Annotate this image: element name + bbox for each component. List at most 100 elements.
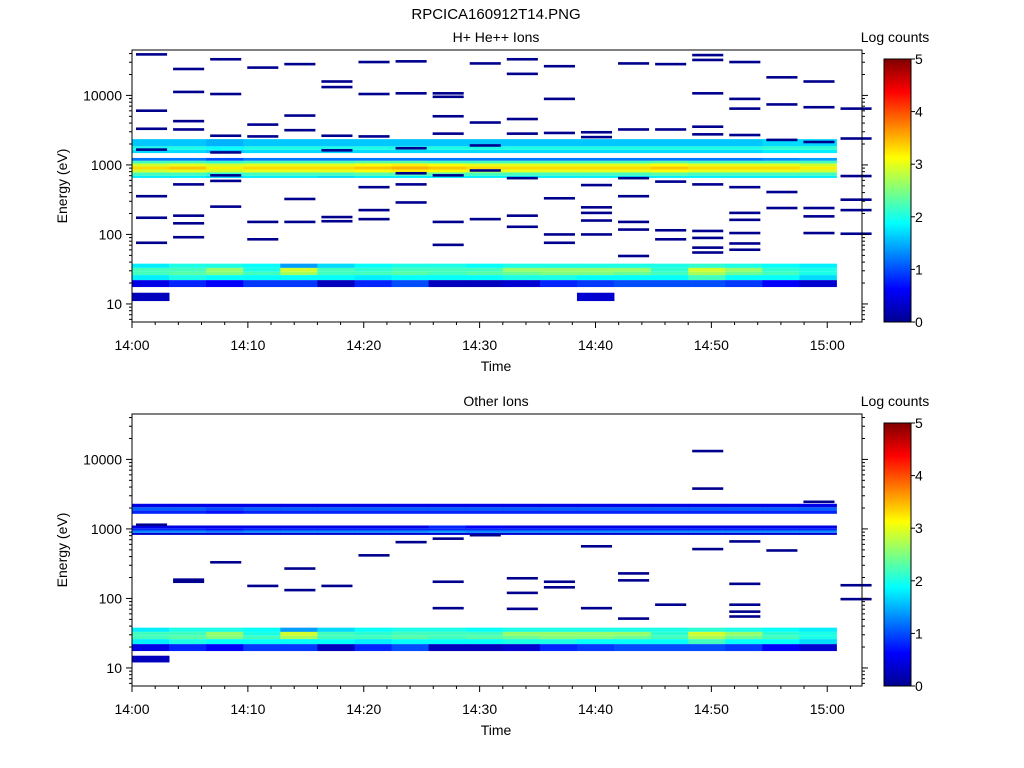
heatmap-cell (762, 172, 800, 176)
heatmap-cell (799, 160, 837, 164)
heatmap-cell (465, 503, 504, 508)
y-tick-label: 10000 (83, 451, 122, 467)
heatmap-cell (391, 157, 430, 161)
sparse-count-line (692, 487, 724, 490)
heatmap-cell (317, 525, 355, 529)
sparse-count-line (840, 583, 872, 587)
sparse-count-line (840, 174, 872, 178)
heatmap-cell (132, 149, 170, 154)
heatmap-cell (539, 267, 578, 272)
heatmap-cell (317, 157, 355, 161)
heatmap-cell (243, 175, 281, 178)
heatmap-cell (317, 169, 355, 173)
heatmap-cell (243, 528, 281, 531)
sparse-count-line (506, 214, 538, 217)
sparse-count-line (543, 64, 575, 68)
sparse-count-line (358, 92, 390, 96)
heatmap-cell (762, 280, 800, 288)
heatmap-cell (725, 149, 763, 154)
heatmap-cell (206, 280, 244, 288)
heatmap-cell (243, 157, 281, 161)
heatmap-cell (206, 530, 244, 533)
sparse-count-line (692, 183, 724, 186)
heatmap-cell (725, 169, 763, 173)
sparse-count-line (284, 128, 316, 132)
heatmap-cell (132, 280, 170, 288)
heatmap-cell (428, 507, 467, 511)
sparse-count-line (840, 597, 872, 601)
heatmap-cell (799, 510, 837, 514)
heatmap-cell (206, 639, 244, 645)
heatmap-cell (799, 627, 837, 632)
heatmap-cell (539, 530, 578, 533)
sparse-count-line (247, 135, 279, 138)
heatmap-cell (465, 275, 504, 281)
heatmap-cell (651, 149, 689, 154)
heatmap-cell (428, 149, 467, 154)
heatmap-cell (614, 507, 652, 511)
heatmap-cell (317, 639, 355, 645)
heatmap-cell (614, 530, 652, 533)
heatmap-cell (651, 146, 689, 150)
heatmap-cell (799, 263, 837, 268)
sparse-count-line (580, 606, 613, 610)
heatmap-cell (206, 532, 244, 535)
heatmap-cell (799, 532, 837, 535)
sparse-count-line (729, 107, 761, 110)
heatmap-cell (539, 635, 578, 640)
heatmap-cell (428, 175, 467, 178)
heatmap-cell (651, 530, 689, 533)
sparse-count-line (395, 60, 427, 63)
heatmap-cell (243, 172, 281, 176)
axis-ticks: 10 100 1000 10000 14:00 14:10 14:20 14:30 14:40 1… (83, 53, 868, 353)
heatmap-cell (169, 627, 207, 632)
heatmap-cell (428, 169, 467, 173)
sparse-count-line (618, 254, 650, 258)
sparse-count-line (247, 238, 279, 241)
heatmap-cell (651, 139, 689, 147)
heatmap-cell (465, 510, 504, 514)
heatmap-cell (539, 149, 578, 154)
heatmap-cell (243, 530, 281, 533)
heatmap-cell (391, 139, 430, 147)
heatmap-cell (576, 507, 615, 511)
heatmap-cell (206, 160, 244, 164)
heatmap-cell (651, 627, 689, 632)
sparse-count-line (321, 85, 353, 89)
heatmap-cell (502, 163, 541, 167)
heatmap-cell (614, 528, 652, 531)
heatmap-cell (651, 635, 689, 640)
heatmap-cell (465, 149, 504, 154)
sparse-count-line (803, 215, 835, 218)
heatmap-cell (391, 160, 430, 164)
heatmap-cell (502, 532, 541, 535)
heatmap-cell (280, 627, 318, 632)
heatmap-cell (539, 507, 578, 511)
heatmap-cell (576, 157, 615, 161)
heatmap-cell (539, 263, 578, 268)
heatmap-cell (465, 163, 504, 167)
heatmap-cell (354, 627, 392, 632)
heatmap-cell (132, 631, 170, 636)
sparse-count-line (173, 183, 205, 186)
heatmap-cell (799, 271, 837, 276)
heatmap-cell (465, 280, 504, 288)
heatmap-cell (280, 267, 318, 272)
heatmap-cell (243, 644, 281, 652)
heatmap-cell (799, 528, 837, 531)
heatmap-cell (428, 639, 467, 645)
heatmap-cell (132, 644, 170, 652)
heatmap-cell (614, 525, 652, 529)
y-tick-label: 1000 (91, 157, 122, 173)
sparse-count-line (247, 66, 279, 69)
heatmap-cell (651, 166, 689, 170)
y-tick-label: 10000 (83, 87, 122, 103)
heatmap-cell (688, 139, 726, 147)
sparse-count-line (618, 62, 650, 65)
heatmap-cell (614, 510, 652, 514)
sparse-count-line (692, 133, 724, 136)
heatmap-cell (280, 163, 318, 167)
sparse-count-line (543, 131, 575, 135)
heatmap-cell (280, 280, 318, 288)
sparse-count-line (618, 128, 650, 131)
